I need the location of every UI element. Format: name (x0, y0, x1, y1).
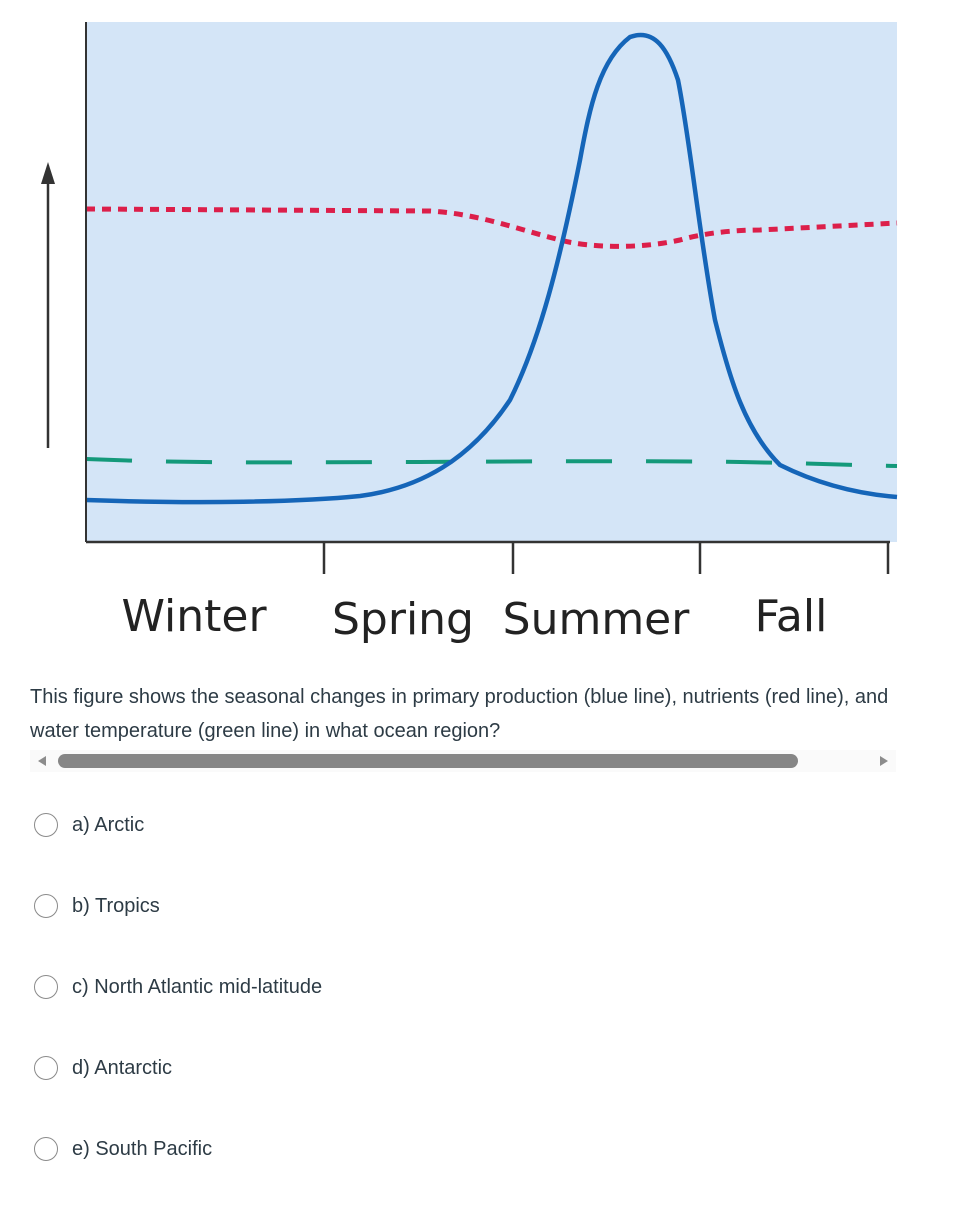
option-label: d) Antarctic (72, 1056, 173, 1079)
option-label: b) Tropics (72, 894, 160, 917)
season-label-winter: Winter (121, 591, 267, 642)
option-c[interactable]: c) North Atlantic mid-latitude (34, 968, 894, 1006)
option-b[interactable]: b) Tropics (34, 887, 894, 925)
answer-options: a) Arctic b) Tropics c) North Atlantic m… (34, 806, 894, 1211)
radio-button[interactable] (34, 1056, 58, 1080)
season-label-spring: Spring (332, 594, 474, 645)
option-label: c) North Atlantic mid-latitude (72, 975, 323, 998)
nutrients-line (85, 206, 898, 249)
radio-button[interactable] (34, 1137, 58, 1161)
seasonal-cycle-figure: Winter Spring Summer Fall (41, 22, 898, 645)
scroll-right-icon[interactable] (880, 756, 888, 766)
figure-graphic: Winter Spring Summer Fall (41, 22, 898, 645)
season-label-summer: Summer (503, 594, 691, 645)
radio-button[interactable] (34, 894, 58, 918)
radio-button[interactable] (34, 813, 58, 837)
question-text: This figure shows the seasonal changes i… (30, 686, 889, 742)
option-label: e) South Pacific (72, 1137, 213, 1160)
scroll-left-icon[interactable] (38, 756, 46, 766)
option-a[interactable]: a) Arctic (34, 806, 894, 844)
y-axis-arrowhead (41, 162, 55, 184)
horizontal-scrollbar[interactable] (30, 750, 896, 772)
radio-button[interactable] (34, 975, 58, 999)
option-e[interactable]: e) South Pacific (34, 1130, 894, 1168)
plot-background (86, 22, 897, 542)
primary-production-line (85, 32, 898, 505)
option-d[interactable]: d) Antarctic (34, 1049, 894, 1087)
scrollbar-thumb[interactable] (58, 754, 798, 768)
season-label-fall: Fall (755, 591, 828, 642)
option-label: a) Arctic (72, 813, 145, 836)
